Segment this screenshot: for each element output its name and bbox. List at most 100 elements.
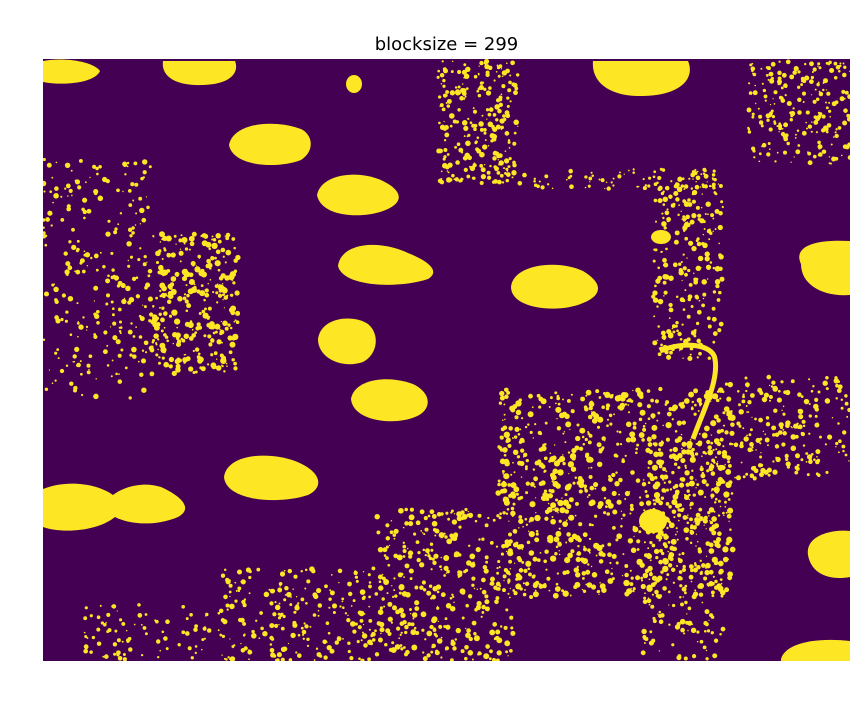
speckle: [304, 624, 309, 629]
speckle: [436, 638, 443, 644]
speckle: [482, 565, 488, 570]
speckle: [44, 243, 48, 247]
speckle: [702, 242, 708, 249]
speckle: [443, 139, 447, 142]
speckle: [219, 332, 223, 336]
speckle: [237, 589, 241, 593]
speckle: [630, 470, 635, 475]
speckle: [691, 469, 694, 472]
speckle: [138, 335, 143, 339]
speckle: [548, 406, 551, 408]
speckle: [707, 449, 714, 456]
speckle: [624, 498, 627, 500]
speckle: [194, 370, 198, 374]
speckle: [818, 152, 823, 157]
speckle: [671, 406, 677, 412]
speckle: [652, 442, 656, 446]
speckle: [139, 207, 145, 214]
speckle: [223, 657, 227, 660]
speckle: [808, 378, 811, 381]
speckle: [528, 393, 533, 399]
speckle: [471, 583, 475, 587]
speckle: [691, 245, 697, 252]
speckle: [621, 458, 625, 462]
speckle: [510, 473, 513, 476]
speckle: [667, 590, 671, 594]
speckle: [128, 296, 135, 303]
speckle: [439, 565, 442, 568]
speckle: [93, 393, 99, 400]
speckle: [402, 555, 406, 558]
speckle: [771, 380, 776, 385]
speckle: [552, 592, 559, 599]
speckle: [467, 594, 473, 599]
speckle: [131, 346, 137, 353]
speckle: [572, 481, 576, 485]
speckle: [643, 541, 646, 544]
speckle: [208, 247, 211, 251]
speckle: [701, 303, 705, 308]
speckle: [443, 127, 447, 131]
speckle: [744, 382, 750, 388]
speckle: [537, 459, 542, 464]
speckle: [215, 291, 219, 295]
speckle: [848, 70, 850, 72]
speckle: [471, 176, 475, 180]
speckle: [776, 79, 783, 85]
speckle: [195, 265, 197, 267]
speckle: [54, 379, 57, 382]
speckle: [271, 589, 276, 593]
speckle: [232, 333, 239, 341]
speckle: [727, 414, 734, 421]
speckle: [79, 258, 85, 264]
speckle: [509, 648, 513, 653]
speckle: [842, 72, 847, 78]
speckle: [93, 334, 98, 339]
speckle: [231, 308, 235, 311]
speckle: [481, 610, 485, 614]
speckle: [593, 542, 600, 549]
speckle: [517, 433, 521, 436]
speckle: [140, 653, 144, 657]
speckle: [651, 424, 658, 431]
speckle: [639, 409, 646, 416]
speckle: [175, 367, 181, 373]
speckle: [658, 347, 661, 349]
speckle: [612, 184, 615, 187]
speckle: [562, 454, 564, 456]
speckle: [402, 544, 407, 549]
speckle: [206, 613, 209, 616]
speckle: [443, 120, 445, 123]
speckle: [759, 455, 763, 459]
speckle: [557, 484, 560, 487]
speckle: [778, 422, 784, 428]
speckle: [632, 589, 635, 593]
speckle: [588, 500, 595, 507]
speckle: [519, 587, 523, 591]
speckle: [427, 552, 430, 555]
speckle: [666, 208, 669, 211]
speckle: [445, 102, 448, 104]
speckle: [714, 266, 721, 272]
speckle: [233, 366, 238, 371]
speckle: [467, 155, 472, 161]
speckle: [508, 532, 512, 537]
speckle: [274, 659, 278, 661]
speckle: [423, 533, 426, 536]
speckle: [822, 380, 828, 386]
speckle: [713, 501, 717, 504]
speckle: [471, 620, 477, 626]
speckle: [384, 642, 388, 647]
speckle: [805, 452, 809, 455]
speckle: [498, 64, 503, 69]
speckle: [508, 543, 512, 547]
speckle: [772, 433, 776, 437]
speckle: [138, 314, 142, 318]
speckle: [567, 552, 573, 559]
speckle: [837, 126, 842, 130]
speckle: [523, 568, 528, 574]
speckle: [424, 527, 429, 532]
speckle: [664, 185, 670, 191]
speckle: [695, 479, 697, 481]
speckle: [148, 319, 152, 323]
